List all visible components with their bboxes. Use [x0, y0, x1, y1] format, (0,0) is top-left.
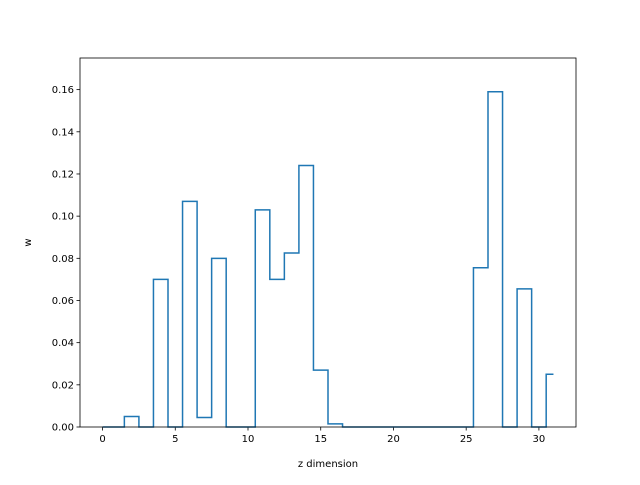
series-line — [103, 92, 554, 427]
y-tick-label: 0.10 — [52, 212, 74, 223]
y-tick-label: 0.06 — [52, 296, 74, 307]
x-axis-label: z dimension — [298, 459, 358, 470]
y-axis-label: w — [23, 238, 34, 246]
y-tick-label: 0.16 — [52, 85, 74, 96]
x-tick-label: 15 — [314, 434, 327, 445]
x-tick-label: 20 — [387, 434, 400, 445]
series-layer — [103, 92, 554, 427]
y-tick-label: 0.02 — [52, 380, 74, 391]
y-tick-label: 0.12 — [52, 169, 74, 180]
x-tick-label: 0 — [99, 434, 105, 445]
y-tick-label: 0.14 — [52, 127, 74, 138]
y-tick-label: 0.00 — [52, 423, 74, 434]
y-tick-label: 0.08 — [52, 254, 74, 265]
ticks-layer: 0 5 10 15 20 25 30 0.00 0.02 0.04 0.06 0.08 0.10 0.12… — [52, 85, 546, 445]
x-tick-label: 25 — [460, 434, 473, 445]
x-tick-label: 10 — [242, 434, 255, 445]
y-tick-label: 0.04 — [52, 338, 74, 349]
x-tick-label: 30 — [533, 434, 546, 445]
x-tick-label: 5 — [172, 434, 178, 445]
